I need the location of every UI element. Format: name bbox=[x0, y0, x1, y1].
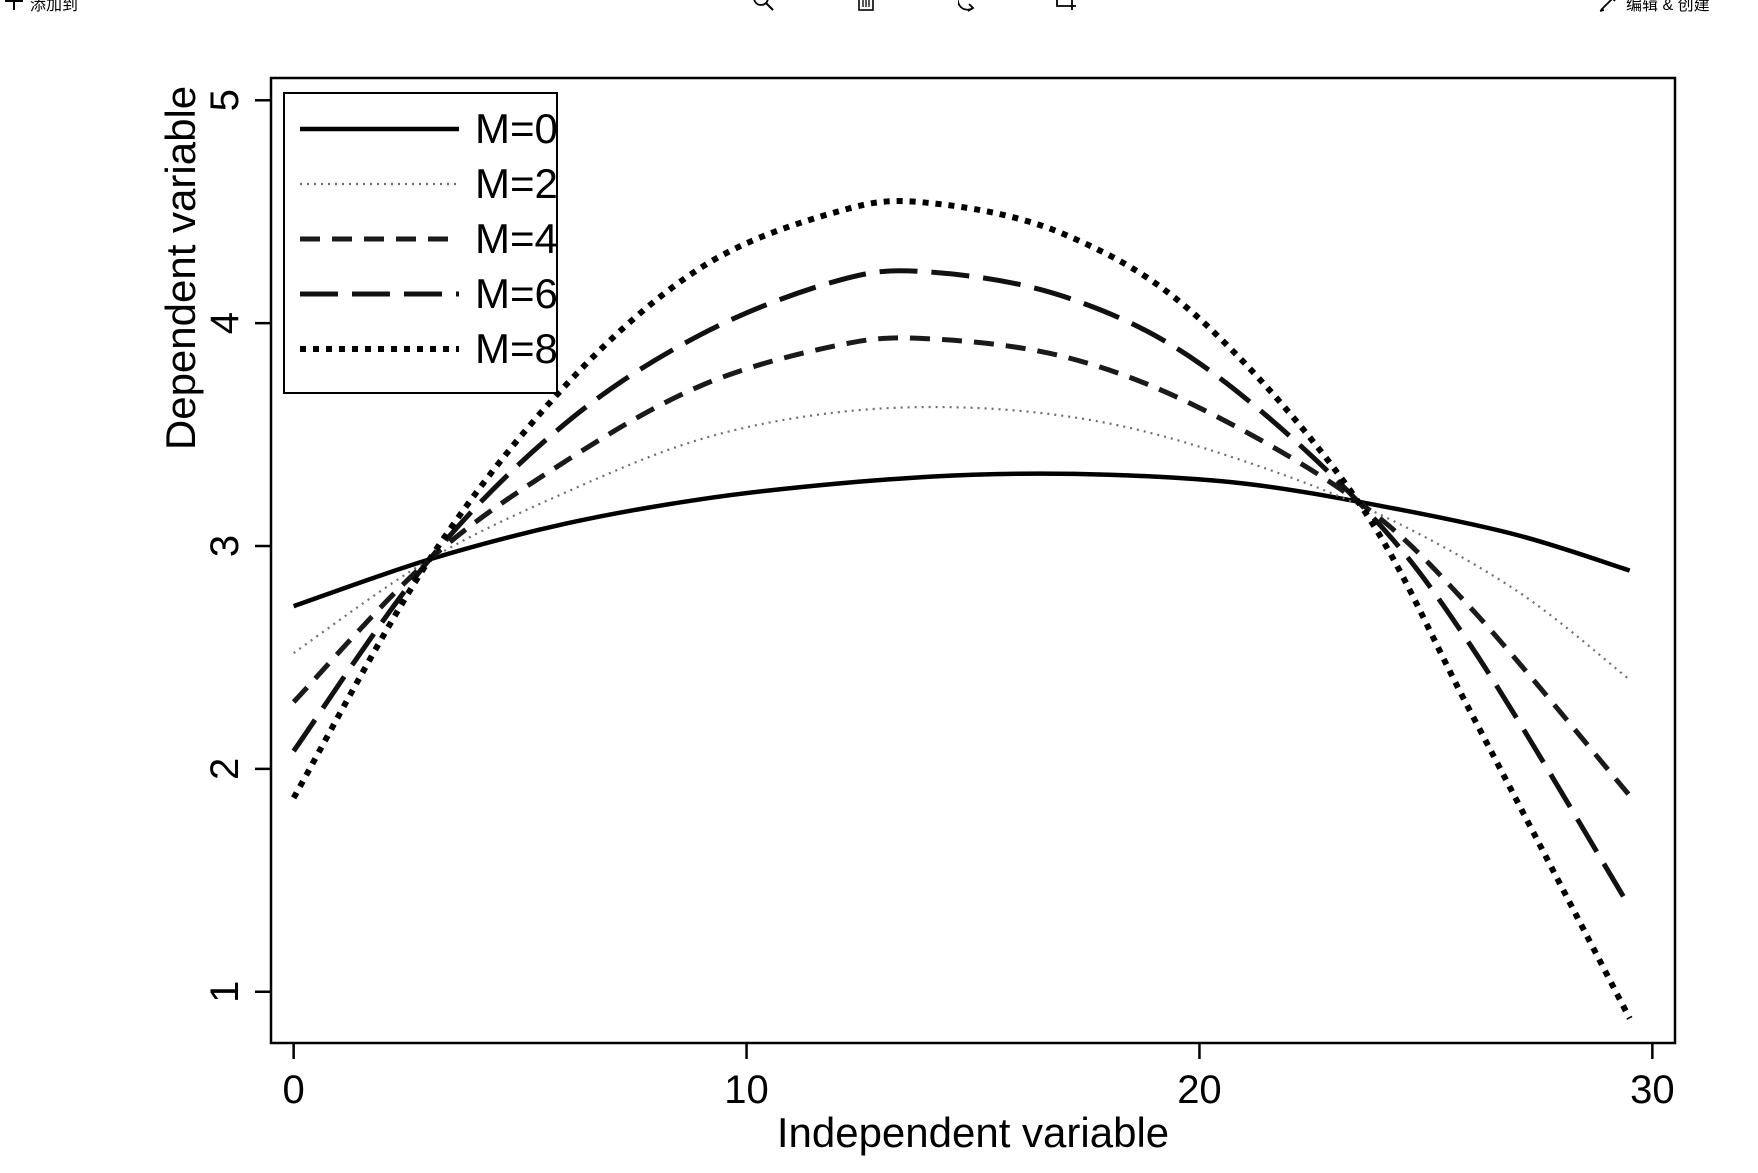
legend-label: M=2 bbox=[475, 160, 558, 207]
delete-button[interactable] bbox=[856, 0, 876, 14]
x-tick-label: 20 bbox=[1177, 1068, 1222, 1112]
x-axis-label: Independent variable bbox=[777, 1109, 1169, 1156]
plus-icon bbox=[2, 0, 26, 14]
series-group bbox=[291, 198, 1633, 1020]
zoom-icon bbox=[753, 0, 775, 14]
series-line-m0 bbox=[292, 471, 1631, 609]
legend-label: M=6 bbox=[475, 270, 558, 317]
series-line-m4 bbox=[291, 335, 1632, 798]
y-tick-label: 5 bbox=[203, 89, 247, 111]
y-axis: 1 2 3 4 5 bbox=[203, 89, 271, 1003]
rotate-icon bbox=[956, 0, 980, 14]
y-tick-label: 4 bbox=[203, 312, 247, 334]
legend-label: M=4 bbox=[475, 215, 558, 262]
y-tick-label: 1 bbox=[203, 981, 247, 1003]
y-axis-label: Dependent variable bbox=[157, 86, 204, 450]
crop-icon bbox=[1052, 0, 1078, 14]
edit-brush-icon bbox=[1598, 0, 1622, 14]
legend-label: M=8 bbox=[475, 325, 558, 372]
x-tick-label: 0 bbox=[283, 1068, 305, 1112]
rotate-button[interactable] bbox=[956, 0, 980, 14]
series-line-m6 bbox=[291, 268, 1632, 909]
add-to-label: 添加到 bbox=[30, 0, 79, 14]
edit-create-label: 编辑 & 创建 bbox=[1626, 0, 1710, 14]
y-tick-label: 2 bbox=[203, 758, 247, 780]
legend-box bbox=[283, 92, 558, 394]
x-tick-label: 30 bbox=[1630, 1068, 1675, 1112]
plot-frame bbox=[269, 76, 1677, 1045]
legend-label: M=0 bbox=[475, 105, 558, 152]
x-axis: 0 10 20 30 bbox=[283, 1043, 1675, 1112]
edit-create-button[interactable]: 编辑 & 创建 bbox=[1598, 0, 1710, 14]
trash-icon bbox=[856, 0, 876, 14]
legend: M=0 M=2 M=4 M=6 M=8 bbox=[283, 92, 558, 394]
x-tick-label: 10 bbox=[724, 1068, 769, 1112]
add-to-button[interactable]: 添加到 bbox=[2, 0, 78, 14]
zoom-button[interactable] bbox=[753, 0, 775, 14]
toolbar: 添加到 编辑 & 创建 bbox=[0, 0, 1758, 14]
y-tick-label: 3 bbox=[203, 535, 247, 557]
series-line-m8 bbox=[291, 198, 1633, 1020]
crop-button[interactable] bbox=[1052, 0, 1078, 14]
